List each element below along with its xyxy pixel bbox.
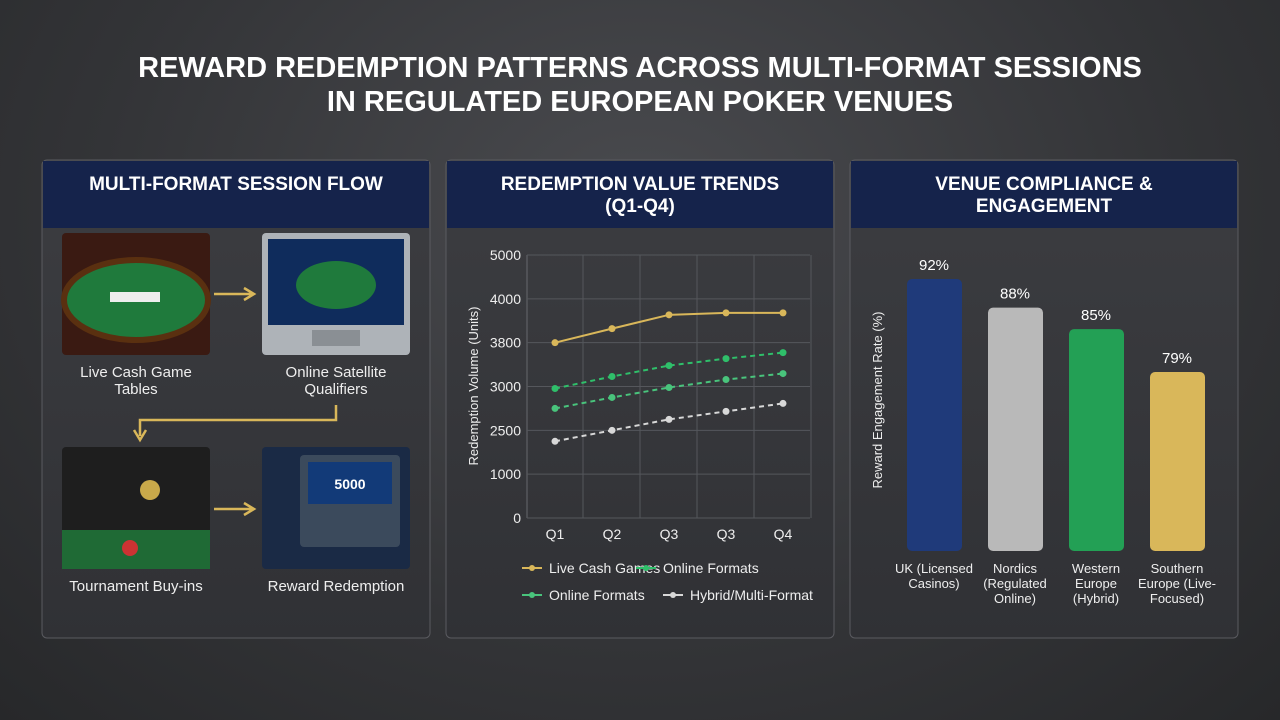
point <box>551 437 559 445</box>
flow-images <box>61 233 410 569</box>
point <box>551 385 559 393</box>
step-label: Online Satellite Qualifiers <box>285 364 387 399</box>
x-tick-label: Nordics (Regulated Online) <box>983 561 1047 606</box>
point <box>779 349 787 357</box>
y-tick-label: 3000 <box>490 379 521 395</box>
y-tick-label: 0 <box>513 510 521 526</box>
y-tick-label: 2500 <box>490 422 521 438</box>
value-label: 92% <box>919 257 949 274</box>
panel-title: VENUE COMPLIANCE & ENGAGEMENT <box>935 174 1153 217</box>
legend-label: Live Cash Games <box>549 560 660 576</box>
x-tick-label: Southern Europe (Live-Focused) <box>1137 561 1217 606</box>
point <box>665 383 673 391</box>
series-line <box>554 372 784 410</box>
y-tick-label: 5000 <box>490 247 521 263</box>
point <box>608 393 616 401</box>
legend-marker <box>643 565 649 571</box>
panel-title: MULTI-FORMAT SESSION FLOW <box>89 174 383 195</box>
point <box>551 339 559 347</box>
page-title: REWARD REDEMPTION PATTERNS ACROSS MULTI-… <box>138 52 1142 84</box>
step-label: Live Cash Game Tables <box>80 364 192 399</box>
point <box>608 325 616 333</box>
step-label: Reward Redemption <box>267 578 405 595</box>
legend-marker <box>529 565 535 571</box>
point <box>779 399 787 407</box>
y-axis-label: Reward Engagement Rate (%) <box>870 311 885 488</box>
x-tick-label: Western Europe (Hybrid) <box>1071 561 1121 606</box>
bar <box>1150 372 1205 551</box>
point <box>608 373 616 381</box>
y-tick-label: 1000 <box>490 466 521 482</box>
y-axis-label: Redemption Volume (Units) <box>466 307 481 466</box>
point <box>722 309 730 317</box>
x-tick-label: Q1 <box>546 526 565 542</box>
series-line <box>554 402 784 443</box>
bar <box>1069 329 1124 551</box>
legend-label: Hybrid/Multi-Format <box>690 587 813 603</box>
screen-text: 5000 <box>334 476 365 492</box>
step-label: Tournament Buy-ins <box>69 578 203 595</box>
legend-marker <box>529 592 535 598</box>
x-tick-label: Q2 <box>603 526 622 542</box>
point <box>722 407 730 415</box>
legend-label: Online Formats <box>549 587 645 603</box>
x-tick-label: Q3 <box>717 526 736 542</box>
bar <box>907 279 962 551</box>
point <box>665 415 673 423</box>
bar <box>988 307 1043 551</box>
point <box>665 311 673 319</box>
value-label: 79% <box>1162 350 1192 367</box>
x-tick-label: Q3 <box>660 526 679 542</box>
point <box>665 362 673 370</box>
point <box>722 355 730 363</box>
point <box>722 376 730 384</box>
x-tick-label: UK (Licensed Casinos) <box>894 561 974 591</box>
page-title: IN REGULATED EUROPEAN POKER VENUES <box>326 86 954 118</box>
y-tick-label: 4000 <box>490 291 521 307</box>
point <box>779 370 787 378</box>
legend-marker <box>670 592 676 598</box>
point <box>608 426 616 434</box>
series-line <box>554 351 784 390</box>
value-label: 88% <box>1000 286 1030 303</box>
value-label: 85% <box>1081 307 1111 324</box>
x-tick-label: Q4 <box>774 526 793 542</box>
point <box>551 404 559 412</box>
y-tick-label: 3800 <box>490 335 521 351</box>
panel-title: REDEMPTION VALUE TRENDS (Q1-Q4) <box>500 174 780 217</box>
legend-label: Online Formats <box>663 560 759 576</box>
point <box>779 309 787 317</box>
